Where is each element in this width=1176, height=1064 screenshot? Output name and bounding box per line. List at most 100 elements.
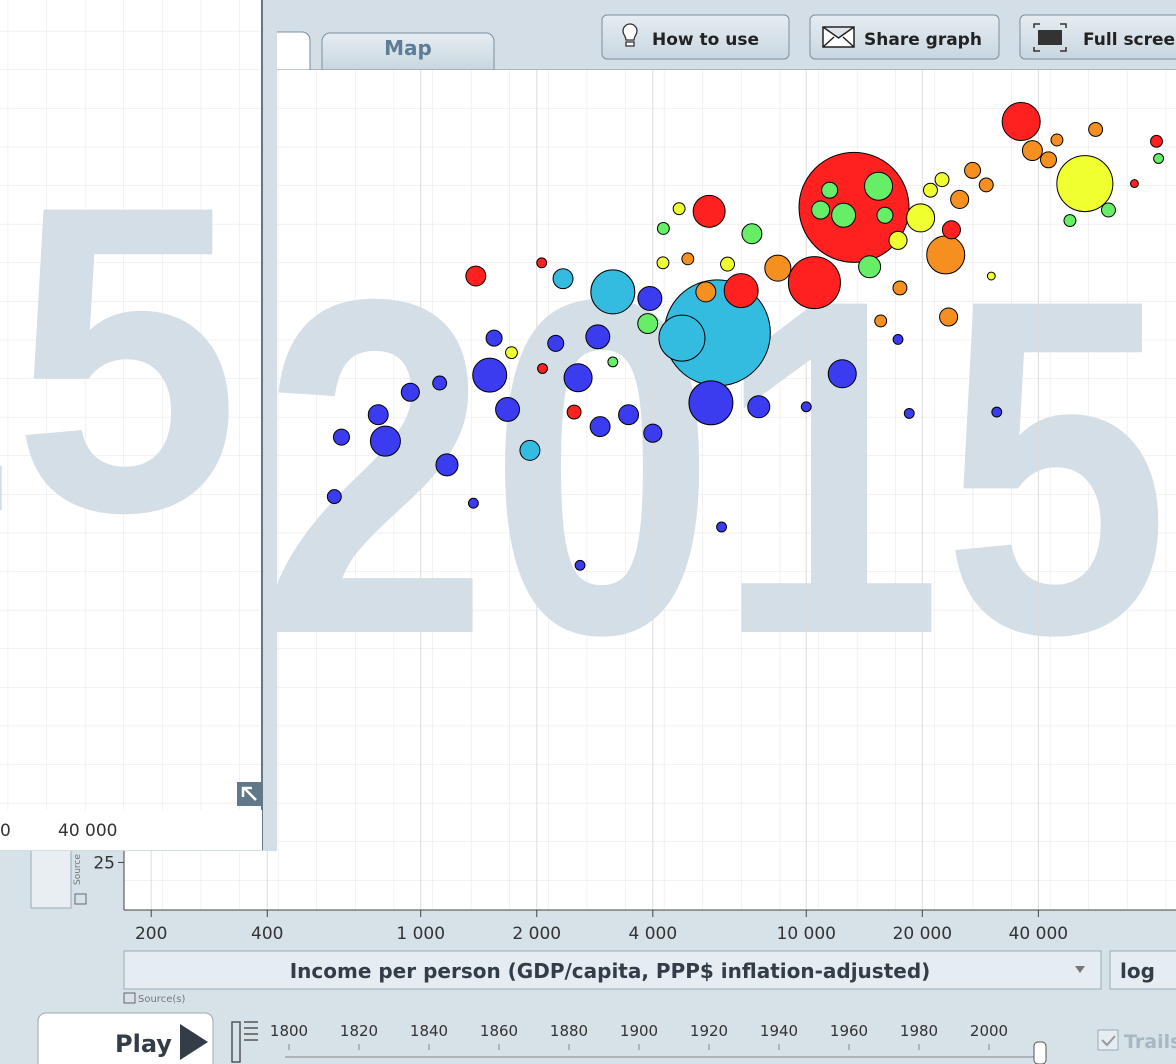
bubble[interactable] xyxy=(764,254,792,282)
x-source-label[interactable]: Source(s) xyxy=(138,994,185,1005)
y-axis-selector[interactable] xyxy=(30,849,72,909)
bubble[interactable] xyxy=(716,521,727,533)
bubble[interactable] xyxy=(864,171,894,201)
bubble[interactable] xyxy=(923,182,938,198)
speed-icon[interactable] xyxy=(231,1021,258,1063)
bubble[interactable] xyxy=(1056,155,1114,213)
bubble[interactable] xyxy=(747,395,771,419)
bubble[interactable] xyxy=(367,404,389,426)
bubble[interactable] xyxy=(695,281,717,303)
bubble[interactable] xyxy=(590,269,636,315)
bubble[interactable] xyxy=(950,189,970,209)
bubble[interactable] xyxy=(400,382,420,402)
bubble[interactable] xyxy=(1063,214,1077,228)
bubble[interactable] xyxy=(681,252,695,266)
map-tab-label[interactable]: Map xyxy=(384,36,432,60)
bubble[interactable] xyxy=(643,423,663,443)
bubble[interactable] xyxy=(939,307,959,327)
bubble[interactable] xyxy=(892,334,904,345)
bubble[interactable] xyxy=(505,346,518,360)
bubble[interactable] xyxy=(723,273,759,309)
bubble[interactable] xyxy=(892,280,908,296)
bubble[interactable] xyxy=(964,161,982,179)
bubble[interactable] xyxy=(472,357,508,393)
bubble[interactable] xyxy=(656,222,670,235)
trails-checkbox[interactable] xyxy=(1097,1029,1119,1051)
share-label[interactable]: Share graph xyxy=(864,30,982,50)
bubble[interactable] xyxy=(537,363,548,374)
share-button[interactable] xyxy=(809,14,1000,60)
bubble[interactable] xyxy=(1050,133,1064,147)
bubble[interactable] xyxy=(547,334,565,352)
scale-selector[interactable] xyxy=(1109,950,1176,990)
bubble[interactable] xyxy=(552,268,574,290)
bubble[interactable] xyxy=(566,404,582,420)
bubble[interactable] xyxy=(1001,101,1041,142)
bubble[interactable] xyxy=(1021,140,1043,162)
bubble[interactable] xyxy=(926,235,966,275)
bubble[interactable] xyxy=(874,314,888,328)
bubble[interactable] xyxy=(821,181,839,199)
bubble[interactable] xyxy=(903,407,915,419)
how-to-use-button[interactable] xyxy=(601,14,790,60)
fullscreen-button[interactable] xyxy=(1019,14,1176,60)
bubble[interactable] xyxy=(656,256,670,270)
bubble[interactable] xyxy=(574,559,586,571)
bubble[interactable] xyxy=(1088,121,1104,137)
bubble[interactable] xyxy=(332,428,350,446)
bubble[interactable] xyxy=(811,200,831,220)
bubble[interactable] xyxy=(672,202,686,216)
x-axis-label[interactable]: Income per person (GDP/capita, PPP$ infl… xyxy=(290,959,931,983)
bubble[interactable] xyxy=(585,324,611,350)
bubble[interactable] xyxy=(536,257,548,269)
bubble[interactable] xyxy=(800,401,812,413)
bubble[interactable] xyxy=(519,439,541,461)
bubble[interactable] xyxy=(986,271,996,281)
bubble[interactable] xyxy=(1040,151,1058,169)
bubble[interactable] xyxy=(1153,153,1164,164)
bubble[interactable] xyxy=(485,329,503,347)
bubble[interactable] xyxy=(978,177,994,193)
bubble[interactable] xyxy=(827,359,857,389)
bubble[interactable] xyxy=(906,203,936,233)
bubble[interactable] xyxy=(637,286,663,311)
y-source-label[interactable]: Source xyxy=(73,854,83,885)
bubble[interactable] xyxy=(658,314,706,362)
bubble[interactable] xyxy=(465,265,487,287)
bubble[interactable] xyxy=(934,172,950,188)
fullscreen-label[interactable]: Full screen xyxy=(1083,30,1176,50)
bubble[interactable] xyxy=(1101,202,1116,218)
bubble[interactable] xyxy=(876,206,894,224)
scale-label[interactable]: log xyxy=(1120,959,1155,983)
trails-label[interactable]: Trails xyxy=(1124,1031,1176,1053)
bubble[interactable] xyxy=(563,363,593,393)
how-to-use-label[interactable]: How to use xyxy=(652,30,759,50)
bubble[interactable] xyxy=(692,194,726,228)
bubble[interactable] xyxy=(741,223,763,245)
slider-handle[interactable] xyxy=(1033,1041,1047,1064)
bubble[interactable] xyxy=(589,416,611,438)
bubble[interactable] xyxy=(369,425,401,457)
bubble[interactable] xyxy=(941,220,961,240)
bubble[interactable] xyxy=(688,380,734,426)
map-tab[interactable] xyxy=(321,32,495,71)
bubble[interactable] xyxy=(618,404,639,426)
bubble[interactable] xyxy=(326,489,342,505)
bubble[interactable] xyxy=(432,375,448,391)
bubble[interactable] xyxy=(888,230,908,250)
bubble[interactable] xyxy=(1130,179,1139,189)
bubble[interactable] xyxy=(637,313,659,335)
play-label[interactable]: Play xyxy=(115,1030,172,1058)
bubble[interactable] xyxy=(495,396,521,422)
x-axis-selector[interactable] xyxy=(123,950,1102,990)
bubble[interactable] xyxy=(435,453,459,477)
bubble[interactable] xyxy=(467,497,479,509)
bubble[interactable] xyxy=(1150,134,1163,148)
bubble[interactable] xyxy=(991,406,1003,418)
bubble[interactable] xyxy=(607,356,619,368)
bubble[interactable] xyxy=(831,202,857,228)
bubble[interactable] xyxy=(858,255,882,279)
play-button[interactable] xyxy=(37,1012,214,1064)
bubble[interactable] xyxy=(720,256,736,272)
bubble[interactable] xyxy=(787,256,841,310)
